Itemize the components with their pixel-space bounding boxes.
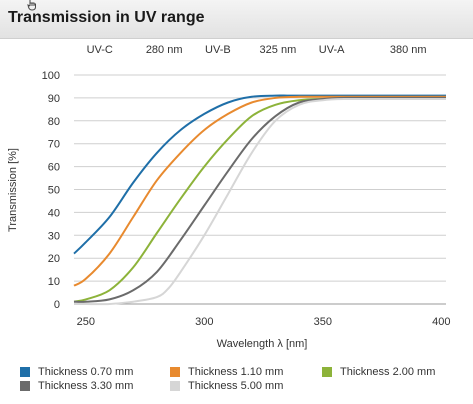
x-tick-label: 350 (314, 316, 332, 328)
legend-label: Thickness 3.30 mm (38, 380, 134, 392)
y-tick-label: 40 (48, 207, 60, 219)
y-tick-labels: 0 10 20 30 40 50 60 70 80 90 100 (42, 70, 60, 311)
legend-swatch (170, 381, 180, 391)
legend-swatch (20, 367, 30, 377)
transmission-chart: 0 10 20 30 40 50 60 70 80 90 100 250 300 350 400 Tran… (7, 70, 451, 350)
uv-band-label: UV-C (86, 44, 113, 56)
uv-band-label: 325 nm (259, 44, 297, 56)
legend-swatch (170, 367, 180, 377)
series-line-1 (73, 95, 446, 287)
legend-label: Thickness 1.10 mm (188, 366, 284, 378)
y-tick-label: 100 (42, 70, 60, 82)
x-tick-label: 300 (195, 316, 213, 328)
legend-swatch (322, 367, 332, 377)
uv-band-label: 280 nm (145, 44, 183, 56)
legend-label: Thickness 0.70 mm (38, 366, 134, 378)
legend-label: Thickness 5.00 mm (188, 380, 284, 392)
series-lines (73, 94, 446, 306)
y-tick-label: 70 (48, 139, 60, 151)
y-tick-label: 0 (54, 299, 60, 311)
uv-band-label: UV-B (205, 44, 231, 56)
series-line-4 (73, 97, 446, 306)
hand-cursor-icon (27, 0, 36, 11)
y-tick-label: 80 (48, 116, 60, 128)
uv-band-label: UV-A (318, 44, 345, 56)
legend-swatch (20, 381, 30, 391)
legend-item: Thickness 3.30 mm (20, 380, 133, 392)
legend: Thickness 0.70 mm Thickness 1.10 mm Thickn… (0, 362, 473, 404)
x-tick-label: 250 (77, 316, 95, 328)
chart-title: Transmission in UV range (8, 9, 205, 26)
y-tick-label: 20 (48, 253, 60, 265)
legend-item: Thickness 2.00 mm (322, 366, 435, 378)
legend-item: Thickness 0.70 mm (20, 366, 133, 378)
legend-item: Thickness 1.10 mm (170, 366, 283, 378)
y-tick-label: 10 (48, 276, 60, 288)
x-tick-label: 400 (432, 316, 450, 328)
y-tick-label: 90 (48, 93, 60, 105)
grid-lines (74, 74, 446, 305)
y-axis-label: Transmission [%] (7, 148, 19, 232)
x-tick-labels: 250 300 350 400 (77, 316, 451, 328)
x-axis-label: Wavelength λ [nm] (217, 338, 308, 350)
y-tick-label: 30 (48, 230, 60, 242)
series-line-0 (73, 94, 446, 255)
uv-band-label: 380 nm (389, 44, 427, 56)
title-bar: Transmission in UV range (0, 0, 473, 39)
y-tick-label: 60 (48, 162, 60, 174)
y-tick-label: 50 (48, 185, 60, 197)
legend-item: Thickness 5.00 mm (170, 380, 283, 392)
series-line-3 (73, 96, 446, 303)
legend-label: Thickness 2.00 mm (340, 366, 436, 378)
